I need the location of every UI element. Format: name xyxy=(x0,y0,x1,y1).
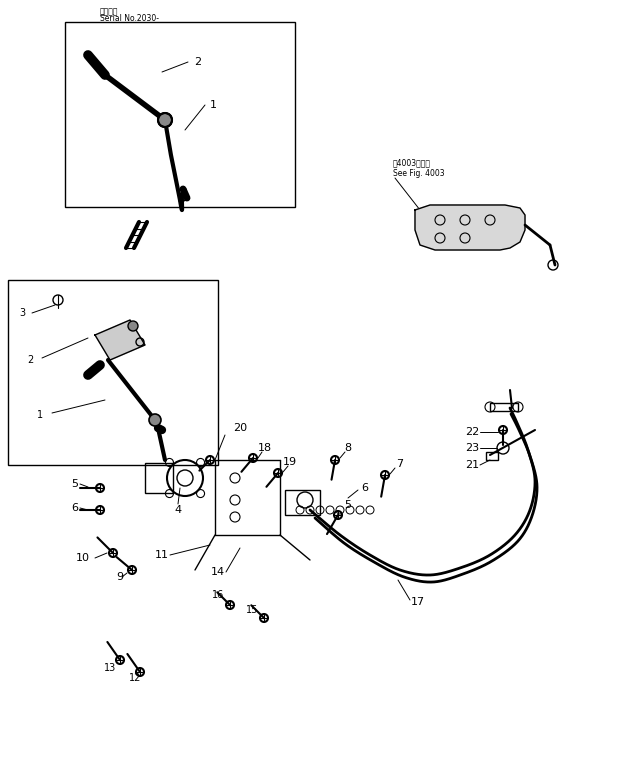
Text: 18: 18 xyxy=(258,443,272,453)
Bar xyxy=(490,403,518,411)
Text: 19: 19 xyxy=(283,457,297,467)
Polygon shape xyxy=(415,205,525,250)
Bar xyxy=(65,22,295,207)
Text: 3: 3 xyxy=(19,308,25,318)
Text: 2: 2 xyxy=(194,57,201,67)
Text: 14: 14 xyxy=(211,567,225,577)
Bar xyxy=(285,490,320,515)
Text: 6: 6 xyxy=(71,503,78,513)
Bar xyxy=(486,452,498,460)
Text: 1: 1 xyxy=(37,410,43,420)
Circle shape xyxy=(149,414,161,426)
Text: 6: 6 xyxy=(361,483,368,493)
Circle shape xyxy=(128,321,138,331)
Bar xyxy=(8,280,218,465)
Text: 13: 13 xyxy=(104,663,116,673)
Text: 通用号機: 通用号機 xyxy=(100,7,118,16)
Text: 12: 12 xyxy=(129,673,141,683)
Text: 5: 5 xyxy=(345,500,352,510)
Text: 20: 20 xyxy=(233,423,247,433)
Text: 16: 16 xyxy=(212,590,224,600)
Text: 11: 11 xyxy=(155,550,169,560)
Text: 4: 4 xyxy=(174,505,181,515)
Text: 23: 23 xyxy=(465,443,479,453)
Text: 17: 17 xyxy=(411,597,425,607)
Text: 1: 1 xyxy=(210,100,217,110)
Text: 22: 22 xyxy=(465,427,479,437)
Text: 第4003図参用: 第4003図参用 xyxy=(393,158,431,168)
Text: 5: 5 xyxy=(71,479,78,489)
Text: 10: 10 xyxy=(76,553,90,563)
Text: 7: 7 xyxy=(397,459,404,469)
Text: 21: 21 xyxy=(465,460,479,470)
Text: See Fig. 4003: See Fig. 4003 xyxy=(393,168,444,177)
Text: 2: 2 xyxy=(27,355,33,365)
Circle shape xyxy=(158,113,172,127)
Polygon shape xyxy=(95,320,145,360)
Text: 15: 15 xyxy=(246,605,258,615)
Bar xyxy=(145,463,173,493)
Text: Serial No.2030-: Serial No.2030- xyxy=(100,14,159,23)
Text: 9: 9 xyxy=(116,572,123,582)
Text: 8: 8 xyxy=(345,443,352,453)
